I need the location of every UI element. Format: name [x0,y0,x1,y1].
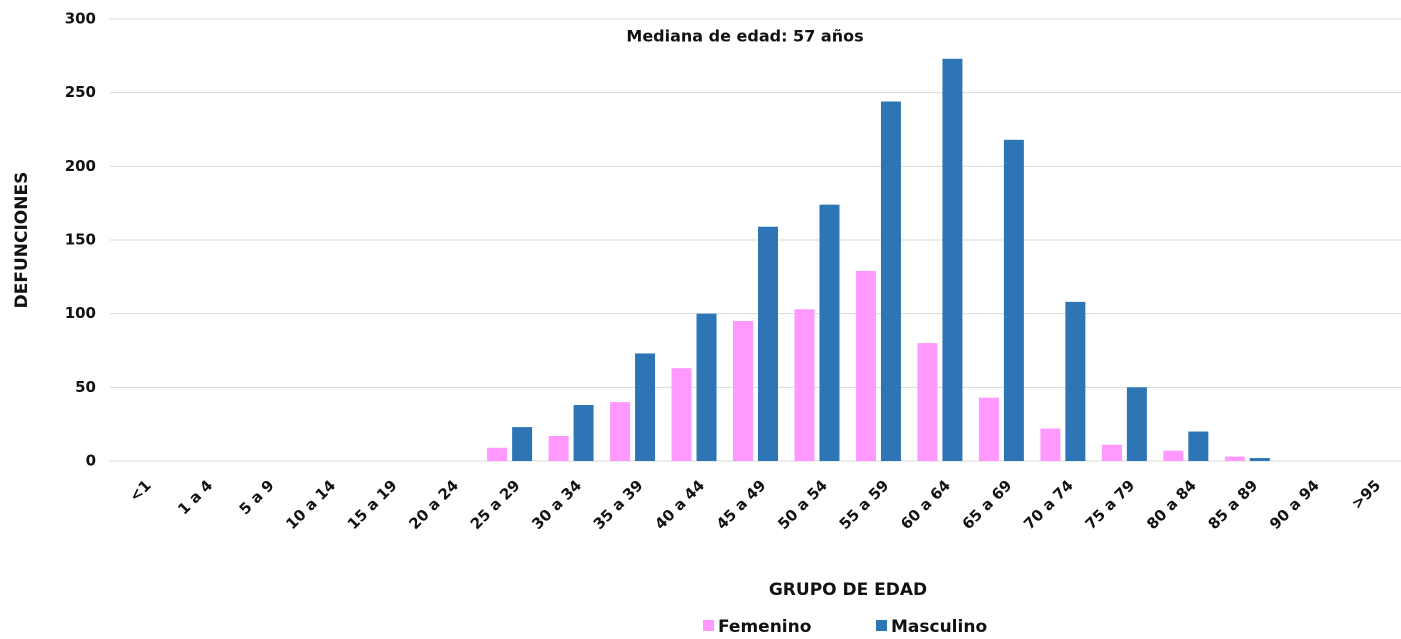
bar [548,435,569,461]
x-axis-title: GRUPO DE EDAD [769,580,927,600]
y-tick-label: 150 [65,231,96,249]
bar [1249,458,1270,461]
bar [1040,428,1061,461]
bar [573,405,594,461]
x-tick-label: 1 a 4 [174,476,216,518]
legend-label: Femenino [718,617,811,637]
bar [1188,431,1209,461]
x-tick-label: 90 a 94 [1266,476,1323,533]
bar [1003,139,1024,461]
x-tick-label: 60 a 64 [897,476,954,533]
y-tick-label: 100 [65,304,96,322]
x-tick-label: 40 a 44 [651,476,708,533]
y-tick-label: 250 [65,83,96,101]
bar [758,226,778,461]
x-tick-label: 45 a 49 [713,476,770,533]
legend-swatch [876,620,887,631]
x-tick-label: 20 a 24 [405,476,462,533]
x-tick-label: 70 a 74 [1020,476,1077,533]
bar [635,353,656,461]
bar [1224,456,1245,461]
bar [1101,444,1122,461]
y-tick-label: 300 [65,10,96,28]
bar [487,447,508,461]
x-tick-label: <1 [126,476,155,505]
x-tick-label: 5 a 9 [236,476,278,518]
x-tick-label: 15 a 19 [344,476,401,533]
y-tick-label: 200 [65,157,96,175]
bar [942,58,963,461]
x-tick-label: 10 a 14 [282,476,339,533]
x-tick-label: 35 a 39 [590,476,647,533]
x-tick-label: 50 a 54 [774,476,831,533]
bar [1163,450,1184,461]
chart-title: Mediana de edad: 57 años [626,27,863,46]
bar [917,343,938,461]
bar [880,101,901,462]
bar [819,204,840,461]
x-tick-label: >95 [1348,476,1384,512]
legend-label: Masculino [891,617,987,637]
x-tick-label: 75 a 79 [1082,476,1139,533]
x-tick-label: 85 a 89 [1205,476,1262,533]
bar [855,270,876,461]
bar [696,313,717,461]
bar [512,427,533,461]
x-tick-label: 65 a 69 [959,476,1016,533]
bar [1065,301,1086,461]
bar [794,309,815,461]
x-tick-label: 55 a 59 [836,476,893,533]
bar [733,321,753,461]
x-tick-label: 80 a 84 [1143,476,1200,533]
y-tick-label: 50 [75,378,96,396]
legend-swatch [703,620,714,631]
bar [610,402,631,461]
y-axis-title: DEFUNCIONES [12,172,32,309]
bar [671,368,692,461]
x-tick-label: 30 a 34 [528,476,585,533]
y-tick-label: 0 [86,452,96,470]
bar [1126,387,1147,461]
x-tick-label: 25 a 29 [467,476,524,533]
bar [978,397,999,461]
